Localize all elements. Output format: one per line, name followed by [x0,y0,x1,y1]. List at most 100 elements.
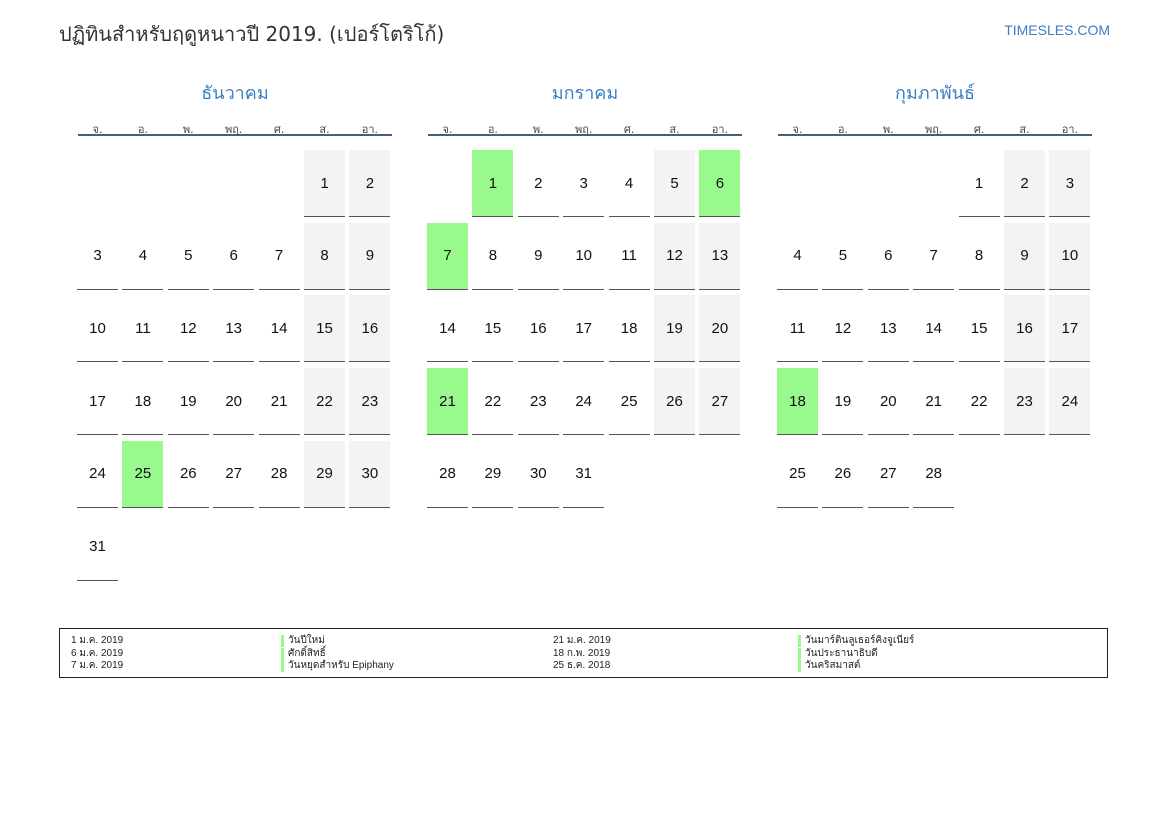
day-cell[interactable]: 28 [258,441,300,508]
day-cell[interactable]: 11 [777,295,818,363]
day-cell[interactable]: 21 [913,368,955,436]
day-cell[interactable]: 3 [563,150,605,217]
day-grid: 1 2 3 4 5 6 7 8 9 10 11 12 13 14 15 16 17 18 19 20 21 22 23 24 2… [77,136,393,616]
day-cell[interactable]: 26 [167,441,209,508]
month-name: มกราคม [551,83,619,104]
day-cell[interactable]: 24 [1049,368,1091,436]
day-cell[interactable]: 10 [77,295,118,363]
day-cell[interactable]: 28 [427,441,468,508]
holiday-day-cell[interactable]: 18 [777,368,818,436]
day-cell[interactable]: 8 [958,223,1000,290]
day-cell[interactable]: 23 [1004,368,1045,436]
day-cell[interactable]: 31 [563,441,605,508]
holiday-day-cell[interactable]: 6 [699,150,741,217]
day-cell[interactable]: 2 [517,150,559,217]
day-cell[interactable]: 5 [167,223,209,290]
day-cell[interactable]: 4 [777,223,818,290]
legend-holiday-name: วันคริสมาสต์ [798,660,860,672]
day-cell[interactable]: 4 [608,150,650,217]
day-cell[interactable]: 12 [167,295,209,363]
day-cell[interactable]: 22 [472,368,514,436]
day-cell[interactable]: 6 [213,223,255,290]
weekday-header [778,110,1092,136]
holiday-legend: 1 ม.ค. 2019 วันปีใหม่ 6 ม.ค. 2019 ศักดิ์สิท… [59,628,1108,678]
day-cell[interactable]: 23 [517,368,559,436]
day-cell[interactable]: 11 [608,223,650,290]
day-cell[interactable]: 14 [258,295,300,363]
holiday-day-cell[interactable]: 25 [122,440,164,508]
day-cell[interactable]: 16 [349,295,391,363]
day-cell[interactable]: 8 [304,222,345,290]
day-cell[interactable]: 30 [349,440,391,508]
day-cell[interactable]: 18 [122,368,164,436]
day-cell[interactable]: 5 [654,150,695,217]
day-cell[interactable]: 9 [349,222,391,290]
day-cell[interactable]: 15 [958,295,1000,363]
day-cell[interactable]: 1 [304,150,345,217]
day-cell[interactable]: 12 [654,222,695,290]
day-cell[interactable]: 23 [349,368,391,436]
day-cell[interactable]: 24 [563,368,605,436]
day-cell[interactable]: 7 [258,223,300,290]
day-cell[interactable]: 14 [427,295,468,363]
day-cell[interactable]: 26 [822,441,864,508]
weekday-label: จ. [442,123,453,136]
day-cell[interactable]: 1 [958,150,1000,217]
day-cell[interactable]: 13 [699,222,741,290]
day-cell[interactable]: 5 [822,223,864,290]
day-cell[interactable]: 12 [822,295,864,363]
day-cell[interactable]: 20 [699,295,741,363]
day-cell[interactable]: 20 [213,368,255,436]
day-cell[interactable]: 10 [1049,222,1091,290]
day-cell[interactable]: 22 [958,368,1000,436]
day-cell[interactable]: 9 [517,223,559,290]
holiday-day-cell[interactable]: 7 [427,222,468,290]
day-cell[interactable]: 29 [304,440,345,508]
day-cell[interactable]: 7 [913,223,955,290]
day-cell[interactable]: 14 [913,295,955,363]
holiday-day-cell[interactable]: 1 [472,150,514,217]
day-cell[interactable]: 13 [213,295,255,363]
day-cell[interactable]: 3 [77,223,118,290]
day-cell[interactable]: 10 [563,223,605,290]
day-cell[interactable]: 8 [472,223,514,290]
day-cell[interactable]: 19 [822,368,864,436]
day-cell[interactable]: 30 [517,441,559,508]
day-cell[interactable]: 17 [563,295,605,363]
day-cell[interactable]: 22 [304,368,345,436]
day-cell[interactable]: 17 [77,368,118,436]
day-cell[interactable]: 29 [472,441,514,508]
day-cell[interactable]: 27 [213,441,255,508]
day-cell[interactable]: 2 [349,150,391,217]
day-cell[interactable]: 17 [1049,295,1091,363]
day-cell[interactable]: 25 [777,441,818,508]
day-cell[interactable]: 4 [122,223,164,290]
day-cell[interactable]: 18 [608,295,650,363]
day-cell[interactable]: 16 [517,295,559,363]
day-cell[interactable]: 9 [1004,222,1045,290]
day-cell[interactable]: 31 [77,514,118,581]
day-cell[interactable]: 21 [258,368,300,436]
day-cell[interactable]: 24 [77,441,118,508]
site-link[interactable]: TIMESLES.COM [1004,22,1110,38]
holiday-day-cell[interactable]: 21 [427,368,468,436]
day-cell[interactable]: 27 [699,368,741,436]
weekday-label: พฤ. [574,123,593,136]
day-cell[interactable]: 27 [867,441,909,508]
day-cell[interactable]: 2 [1004,150,1045,217]
day-cell[interactable]: 20 [867,368,909,436]
day-cell[interactable]: 28 [913,441,955,508]
day-cell[interactable]: 11 [122,295,164,363]
day-cell[interactable]: 19 [167,368,209,436]
day-cell[interactable]: 19 [654,295,695,363]
day-cell[interactable]: 25 [608,368,650,436]
day-cell[interactable]: 15 [472,295,514,363]
month-2: มกราคม จ. อ. พ. พฤ. ศ. ส. อา. 1 2 3 4 5 6 7 8 9 10 11 12 13 1… [427,80,743,616]
day-cell[interactable]: 26 [654,368,695,436]
day-cell[interactable]: 15 [304,295,345,363]
day-cell[interactable]: 13 [867,295,909,363]
day-cell[interactable]: 16 [1004,295,1045,363]
weekday-label: อ. [137,123,148,136]
day-cell[interactable]: 3 [1049,150,1091,217]
day-cell[interactable]: 6 [867,223,909,290]
